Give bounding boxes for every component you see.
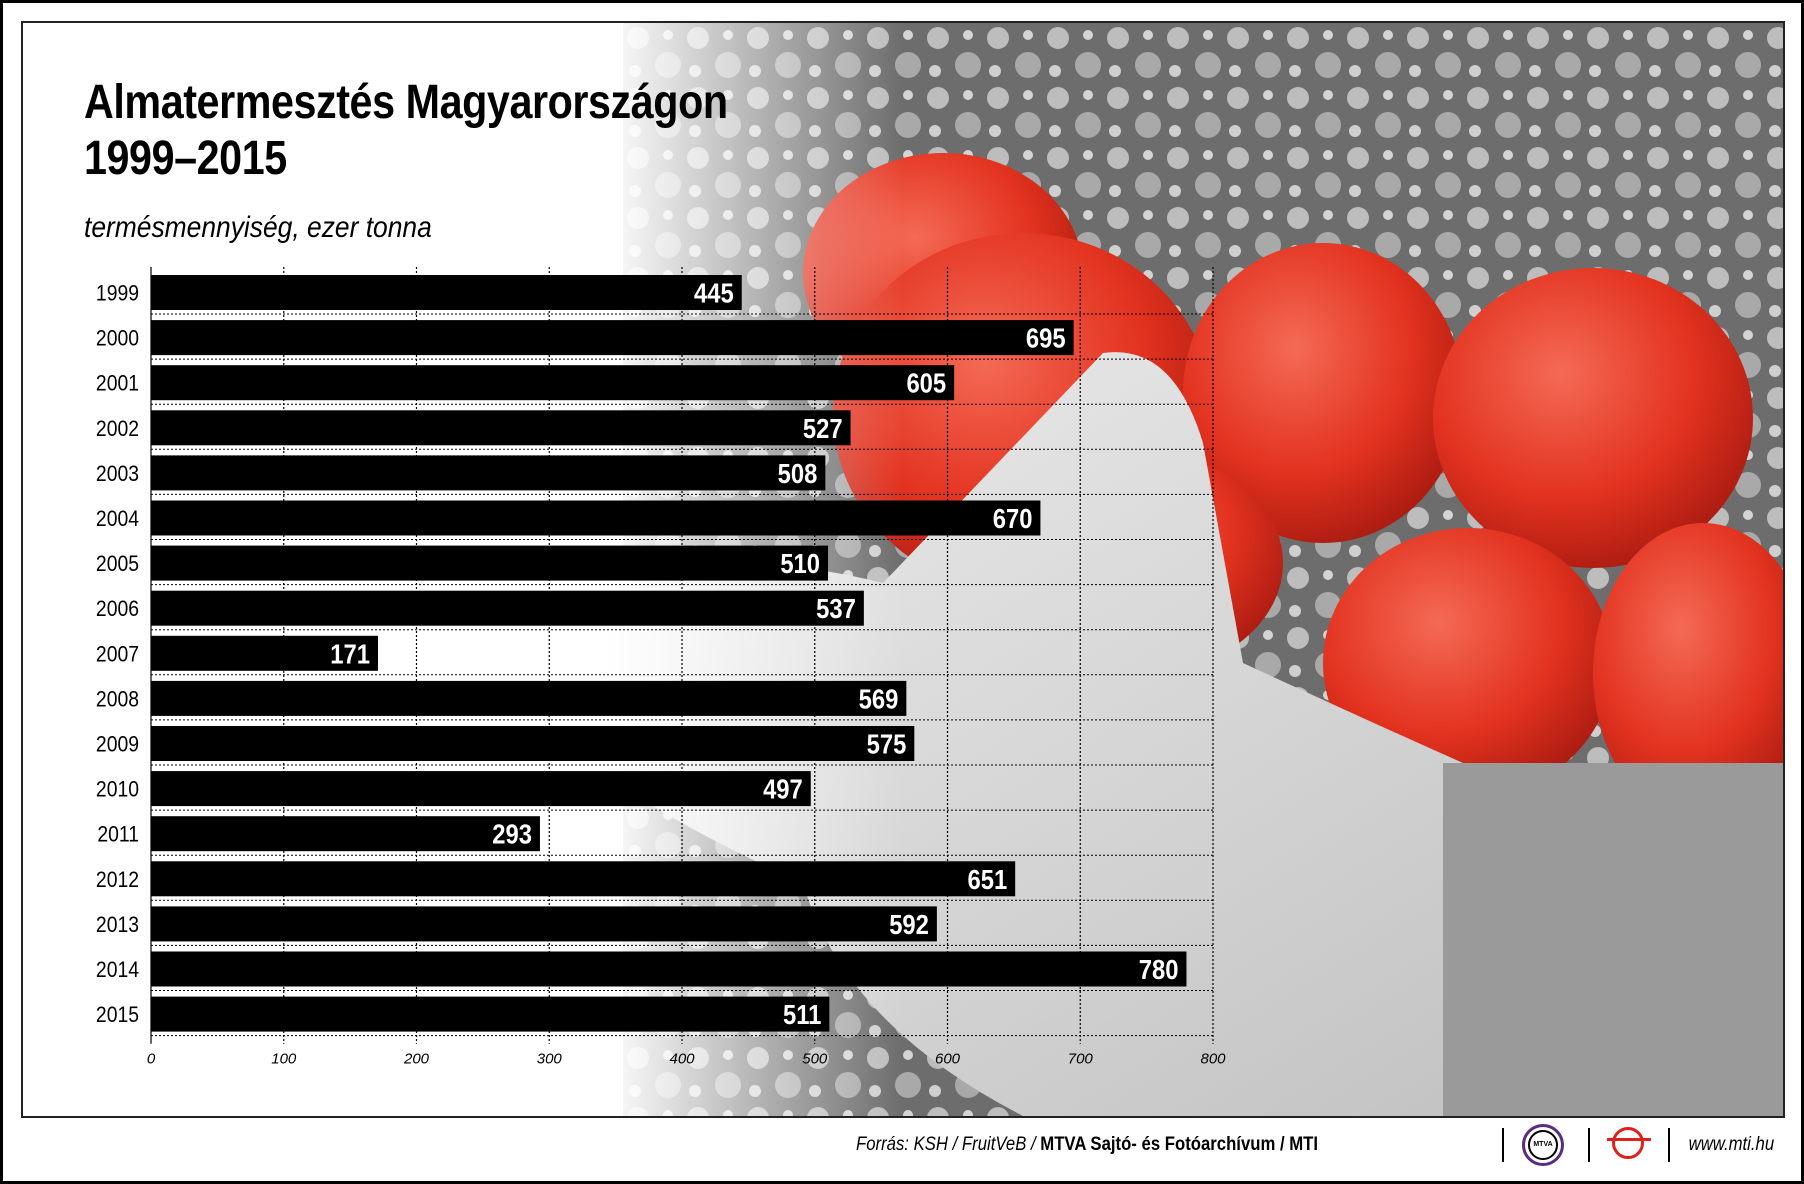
x-tick-label: 700	[1068, 1051, 1094, 1068]
bar	[151, 816, 540, 852]
y-tick-label: 2012	[96, 868, 139, 892]
y-tick-label: 2007	[96, 642, 139, 666]
y-tick-label: 2014	[96, 958, 139, 982]
bar	[151, 410, 851, 446]
bar	[151, 951, 1187, 987]
bar	[151, 590, 864, 626]
bar	[151, 906, 937, 942]
bar	[151, 771, 811, 807]
y-tick-label: 2003	[96, 462, 139, 486]
y-tick-label: 2008	[96, 687, 139, 711]
x-tick-label: 200	[403, 1051, 430, 1068]
data-label: 293	[492, 818, 532, 850]
y-tick-label: 2010	[96, 777, 139, 801]
data-label: 508	[778, 457, 818, 489]
data-label: 575	[867, 728, 907, 760]
bar	[151, 680, 907, 716]
x-tick-label: 0	[147, 1051, 156, 1068]
data-label: 569	[859, 683, 899, 715]
bar	[151, 320, 1074, 356]
data-label: 695	[1026, 322, 1066, 354]
y-tick-label: 2001	[96, 372, 139, 396]
data-label: 537	[816, 592, 856, 624]
data-label: 511	[783, 998, 821, 1030]
x-tick-label: 600	[935, 1051, 961, 1068]
data-label: 605	[906, 367, 946, 399]
bar	[151, 275, 742, 310]
bar	[151, 455, 826, 491]
y-tick-label: 2011	[97, 823, 139, 847]
x-tick-label: 100	[271, 1051, 297, 1068]
y-tick-label: 2006	[96, 597, 139, 621]
data-label: 670	[993, 502, 1033, 534]
data-label: 497	[763, 773, 803, 805]
source-bold: MTVA Sajtó- és Fotóarchívum / MTI	[1040, 1134, 1318, 1155]
y-tick-label: 2005	[96, 552, 139, 576]
x-tick-label: 400	[669, 1051, 695, 1068]
x-tick-label: 300	[537, 1051, 563, 1068]
data-label: 592	[889, 908, 929, 940]
divider	[1668, 1128, 1670, 1162]
chart-subtitle: termésmennyiség, ezer tonna	[84, 211, 432, 244]
mtva-logo-text: MTVA	[1528, 1130, 1558, 1160]
data-label: 780	[1139, 953, 1179, 985]
bar	[151, 996, 830, 1032]
y-tick-label: 2004	[96, 507, 139, 531]
infographic-frame: Almatermesztés Magyarországon 1999–2015 …	[21, 21, 1785, 1118]
y-tick-label: 2000	[96, 326, 139, 350]
divider	[1588, 1128, 1590, 1162]
source-prefix: Forrás: KSH / FruitVeB /	[855, 1134, 1041, 1155]
data-label: 527	[803, 412, 843, 444]
data-label: 171	[330, 637, 370, 669]
bar	[151, 500, 1041, 536]
mtva-logo: MTVA	[1522, 1124, 1564, 1166]
data-label: 445	[694, 277, 734, 309]
data-label: 510	[780, 547, 820, 579]
bar	[151, 726, 915, 761]
x-tick-label: 500	[802, 1051, 828, 1068]
bar	[151, 545, 829, 581]
bar	[151, 365, 955, 401]
x-tick-label: 800	[1200, 1051, 1226, 1068]
y-tick-label: 1999	[96, 281, 139, 305]
y-tick-label: 2013	[96, 913, 139, 937]
source-text: Forrás: KSH / FruitVeB / MTVA Sajtó- és …	[856, 1134, 1318, 1156]
bar-chart: 0 100 200 300 400 500 600 700 800 1999 445 2000 695 2…	[96, 267, 1226, 1068]
y-tick-label: 2015	[96, 1003, 139, 1027]
bar	[151, 635, 379, 671]
bar	[151, 861, 1016, 897]
divider	[1502, 1128, 1504, 1162]
data-label: 651	[968, 863, 1008, 895]
y-tick-label: 2009	[96, 732, 139, 756]
mti-logo-icon	[1607, 1127, 1651, 1159]
chart-title-line2: 1999–2015	[84, 132, 287, 185]
y-tick-label: 2002	[96, 417, 139, 441]
website-link[interactable]: www.mti.hu	[1688, 1134, 1774, 1155]
chart-title-line1: Almatermesztés Magyarországon	[84, 76, 728, 129]
